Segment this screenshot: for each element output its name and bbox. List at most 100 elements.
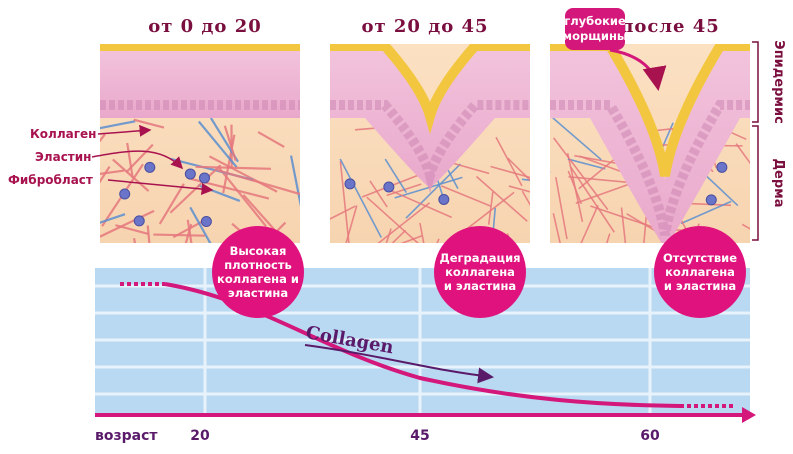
- note-text: коллагена: [445, 265, 515, 279]
- top: [330, 38, 530, 44]
- stage-title: от 20 до 45: [361, 16, 488, 37]
- fiber: [369, 180, 388, 208]
- note-text: и эластина: [664, 279, 736, 293]
- fiber: [133, 118, 165, 129]
- note-bubble: [212, 226, 304, 318]
- fiber: [115, 224, 149, 235]
- note-text: плотность: [224, 258, 292, 272]
- fiber: [521, 190, 530, 207]
- fiber: [606, 233, 611, 243]
- fibroblast: [705, 194, 717, 206]
- fiber: [567, 158, 606, 170]
- part-label: Эластин: [35, 150, 91, 164]
- fiber: [475, 175, 528, 222]
- fiber: [487, 191, 494, 225]
- note-text: Отсутствие: [663, 251, 737, 265]
- note-text: и эластина: [444, 279, 516, 293]
- fiber: [735, 143, 750, 165]
- fiber: [385, 228, 392, 243]
- fiber: [339, 158, 382, 238]
- note-text: Деградация: [439, 251, 520, 265]
- fiber: [680, 200, 732, 225]
- fiber: [580, 204, 599, 243]
- fiber: [100, 213, 126, 224]
- epidermis: [330, 50, 530, 188]
- fiber: [620, 207, 627, 243]
- note-text: коллагена и: [217, 272, 299, 286]
- fiber: [184, 223, 193, 243]
- fibroblast: [716, 161, 728, 173]
- skin-panel: [330, 38, 530, 243]
- epidermis: [550, 50, 750, 243]
- fiber: [126, 142, 134, 179]
- fiber: [507, 157, 530, 182]
- note-text: эластина: [228, 286, 288, 300]
- fiber: [555, 176, 568, 240]
- fiber: [741, 223, 750, 230]
- fiber: [100, 120, 136, 130]
- fiber: [158, 183, 185, 225]
- fibroblast: [200, 216, 212, 228]
- fibroblast: [144, 161, 156, 173]
- surface: [330, 41, 530, 135]
- fiber: [419, 222, 425, 243]
- layer-label: Эпидермис: [771, 40, 786, 124]
- fiber: [391, 229, 407, 243]
- part-label: Коллаген: [30, 127, 96, 141]
- fiber: [440, 185, 492, 207]
- fibroblast: [119, 188, 131, 200]
- fiber: [345, 205, 358, 243]
- fibroblast: [438, 193, 450, 205]
- fiber: [100, 165, 111, 184]
- wrinkle-label: морщины: [563, 29, 628, 43]
- fiber: [125, 143, 154, 173]
- note-text: коллагена: [665, 265, 735, 279]
- part-label: Фибробласт: [8, 173, 93, 187]
- skin-panel: [550, 38, 750, 243]
- cell-row: [330, 100, 530, 194]
- layer-label: Дерма: [771, 158, 786, 207]
- fiber: [216, 169, 300, 196]
- fiber: [208, 155, 278, 193]
- fiber: [195, 165, 271, 170]
- fibroblast: [133, 215, 145, 227]
- fibroblast: [184, 168, 196, 180]
- age-chart: Collagen возраст 20 45 60: [95, 268, 756, 444]
- stage-title: после 45: [620, 16, 720, 37]
- note-bubble: [434, 226, 526, 318]
- fiber: [242, 194, 279, 235]
- fiber: [366, 196, 420, 243]
- fiber: [197, 120, 238, 168]
- fiber: [451, 162, 490, 175]
- wrinkle-badge: [565, 8, 625, 50]
- top: [100, 38, 300, 44]
- fiber: [112, 158, 150, 192]
- fiber: [552, 213, 561, 243]
- fiber: [223, 125, 237, 161]
- fiber: [100, 169, 125, 176]
- axis-title: возраст: [95, 428, 158, 444]
- fiber: [495, 136, 523, 187]
- fiber: [579, 155, 627, 175]
- note-bubble: [654, 226, 746, 318]
- age-tick: 60: [640, 428, 660, 444]
- top: [550, 38, 750, 44]
- fiber: [257, 131, 285, 148]
- cell-row: [550, 100, 750, 236]
- fiber: [289, 155, 300, 207]
- stage-title: от 0 до 20: [148, 16, 262, 37]
- fiber: [405, 163, 462, 219]
- fiber: [568, 176, 633, 184]
- fiber: [330, 205, 356, 220]
- fibroblast: [199, 172, 211, 184]
- fiber: [384, 158, 407, 193]
- note-text: Высокая: [230, 244, 287, 258]
- fiber: [552, 137, 609, 211]
- fibroblast: [344, 178, 356, 190]
- fiber: [384, 187, 452, 219]
- fiber: [377, 202, 431, 243]
- fiber: [508, 185, 530, 193]
- age-tick: 45: [410, 428, 429, 444]
